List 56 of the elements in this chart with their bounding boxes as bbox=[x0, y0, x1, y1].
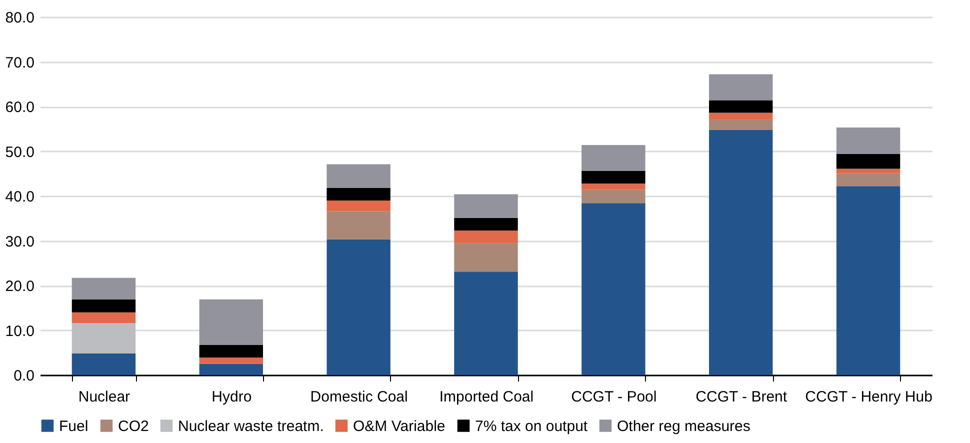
y-tick-label: 60.0 bbox=[5, 99, 34, 116]
y-tick-label: 30.0 bbox=[5, 233, 34, 250]
bar bbox=[709, 119, 773, 130]
bar bbox=[582, 144, 646, 171]
bar bbox=[454, 272, 518, 375]
legend-label: Fuel bbox=[59, 418, 88, 435]
bar bbox=[72, 354, 136, 375]
bar bbox=[199, 358, 263, 364]
bar bbox=[582, 183, 646, 190]
bar bbox=[836, 154, 900, 169]
bar bbox=[326, 188, 390, 200]
bar bbox=[836, 186, 900, 375]
bar bbox=[454, 243, 518, 272]
bar bbox=[199, 299, 263, 346]
bar bbox=[454, 218, 518, 230]
x-tick-label: Nuclear bbox=[78, 388, 130, 406]
legend-label: O&M Variable bbox=[353, 418, 446, 435]
bar bbox=[709, 130, 773, 375]
y-tick-label: 70.0 bbox=[5, 54, 34, 72]
x-tick-label: Hydro bbox=[212, 388, 252, 406]
bar bbox=[582, 170, 646, 184]
bar bbox=[582, 190, 646, 204]
bar bbox=[836, 173, 900, 186]
x-tick-label: Domestic Coal bbox=[310, 388, 408, 406]
bar bbox=[582, 203, 646, 375]
bar bbox=[199, 364, 263, 375]
bar bbox=[836, 168, 900, 174]
bar bbox=[199, 345, 263, 358]
bar bbox=[72, 323, 136, 354]
bar bbox=[454, 194, 518, 218]
bar bbox=[72, 278, 136, 300]
bar bbox=[709, 74, 773, 100]
y-tick-label: 0.0 bbox=[14, 368, 34, 384]
legend-label: 7% tax on output bbox=[475, 418, 588, 435]
y-tick-label: 50.0 bbox=[5, 144, 34, 161]
y-tick-label: 40.0 bbox=[5, 188, 34, 206]
x-tick-label: Imported Coal bbox=[439, 388, 534, 406]
bar bbox=[836, 128, 900, 154]
legend-label: Other reg measures bbox=[617, 418, 750, 435]
y-tick-label: 80.0 bbox=[5, 10, 34, 26]
legend-label: CO2 bbox=[118, 418, 149, 435]
x-tick-label: CCGT - Pool bbox=[571, 388, 657, 406]
x-tick-label: CCGT - Henry Hub bbox=[805, 388, 932, 406]
y-tick-label: 20.0 bbox=[5, 278, 34, 295]
bar bbox=[326, 239, 390, 375]
bar bbox=[326, 200, 390, 212]
y-tick-label: 10.0 bbox=[5, 322, 34, 340]
bar bbox=[709, 100, 773, 113]
bar bbox=[72, 299, 136, 312]
legend-label: Nuclear waste treatm. bbox=[178, 418, 324, 435]
bar bbox=[709, 112, 773, 120]
bar bbox=[326, 211, 390, 240]
bar bbox=[72, 312, 136, 324]
bar bbox=[454, 230, 518, 244]
bar bbox=[326, 164, 390, 188]
x-tick-label: CCGT - Brent bbox=[696, 388, 788, 406]
